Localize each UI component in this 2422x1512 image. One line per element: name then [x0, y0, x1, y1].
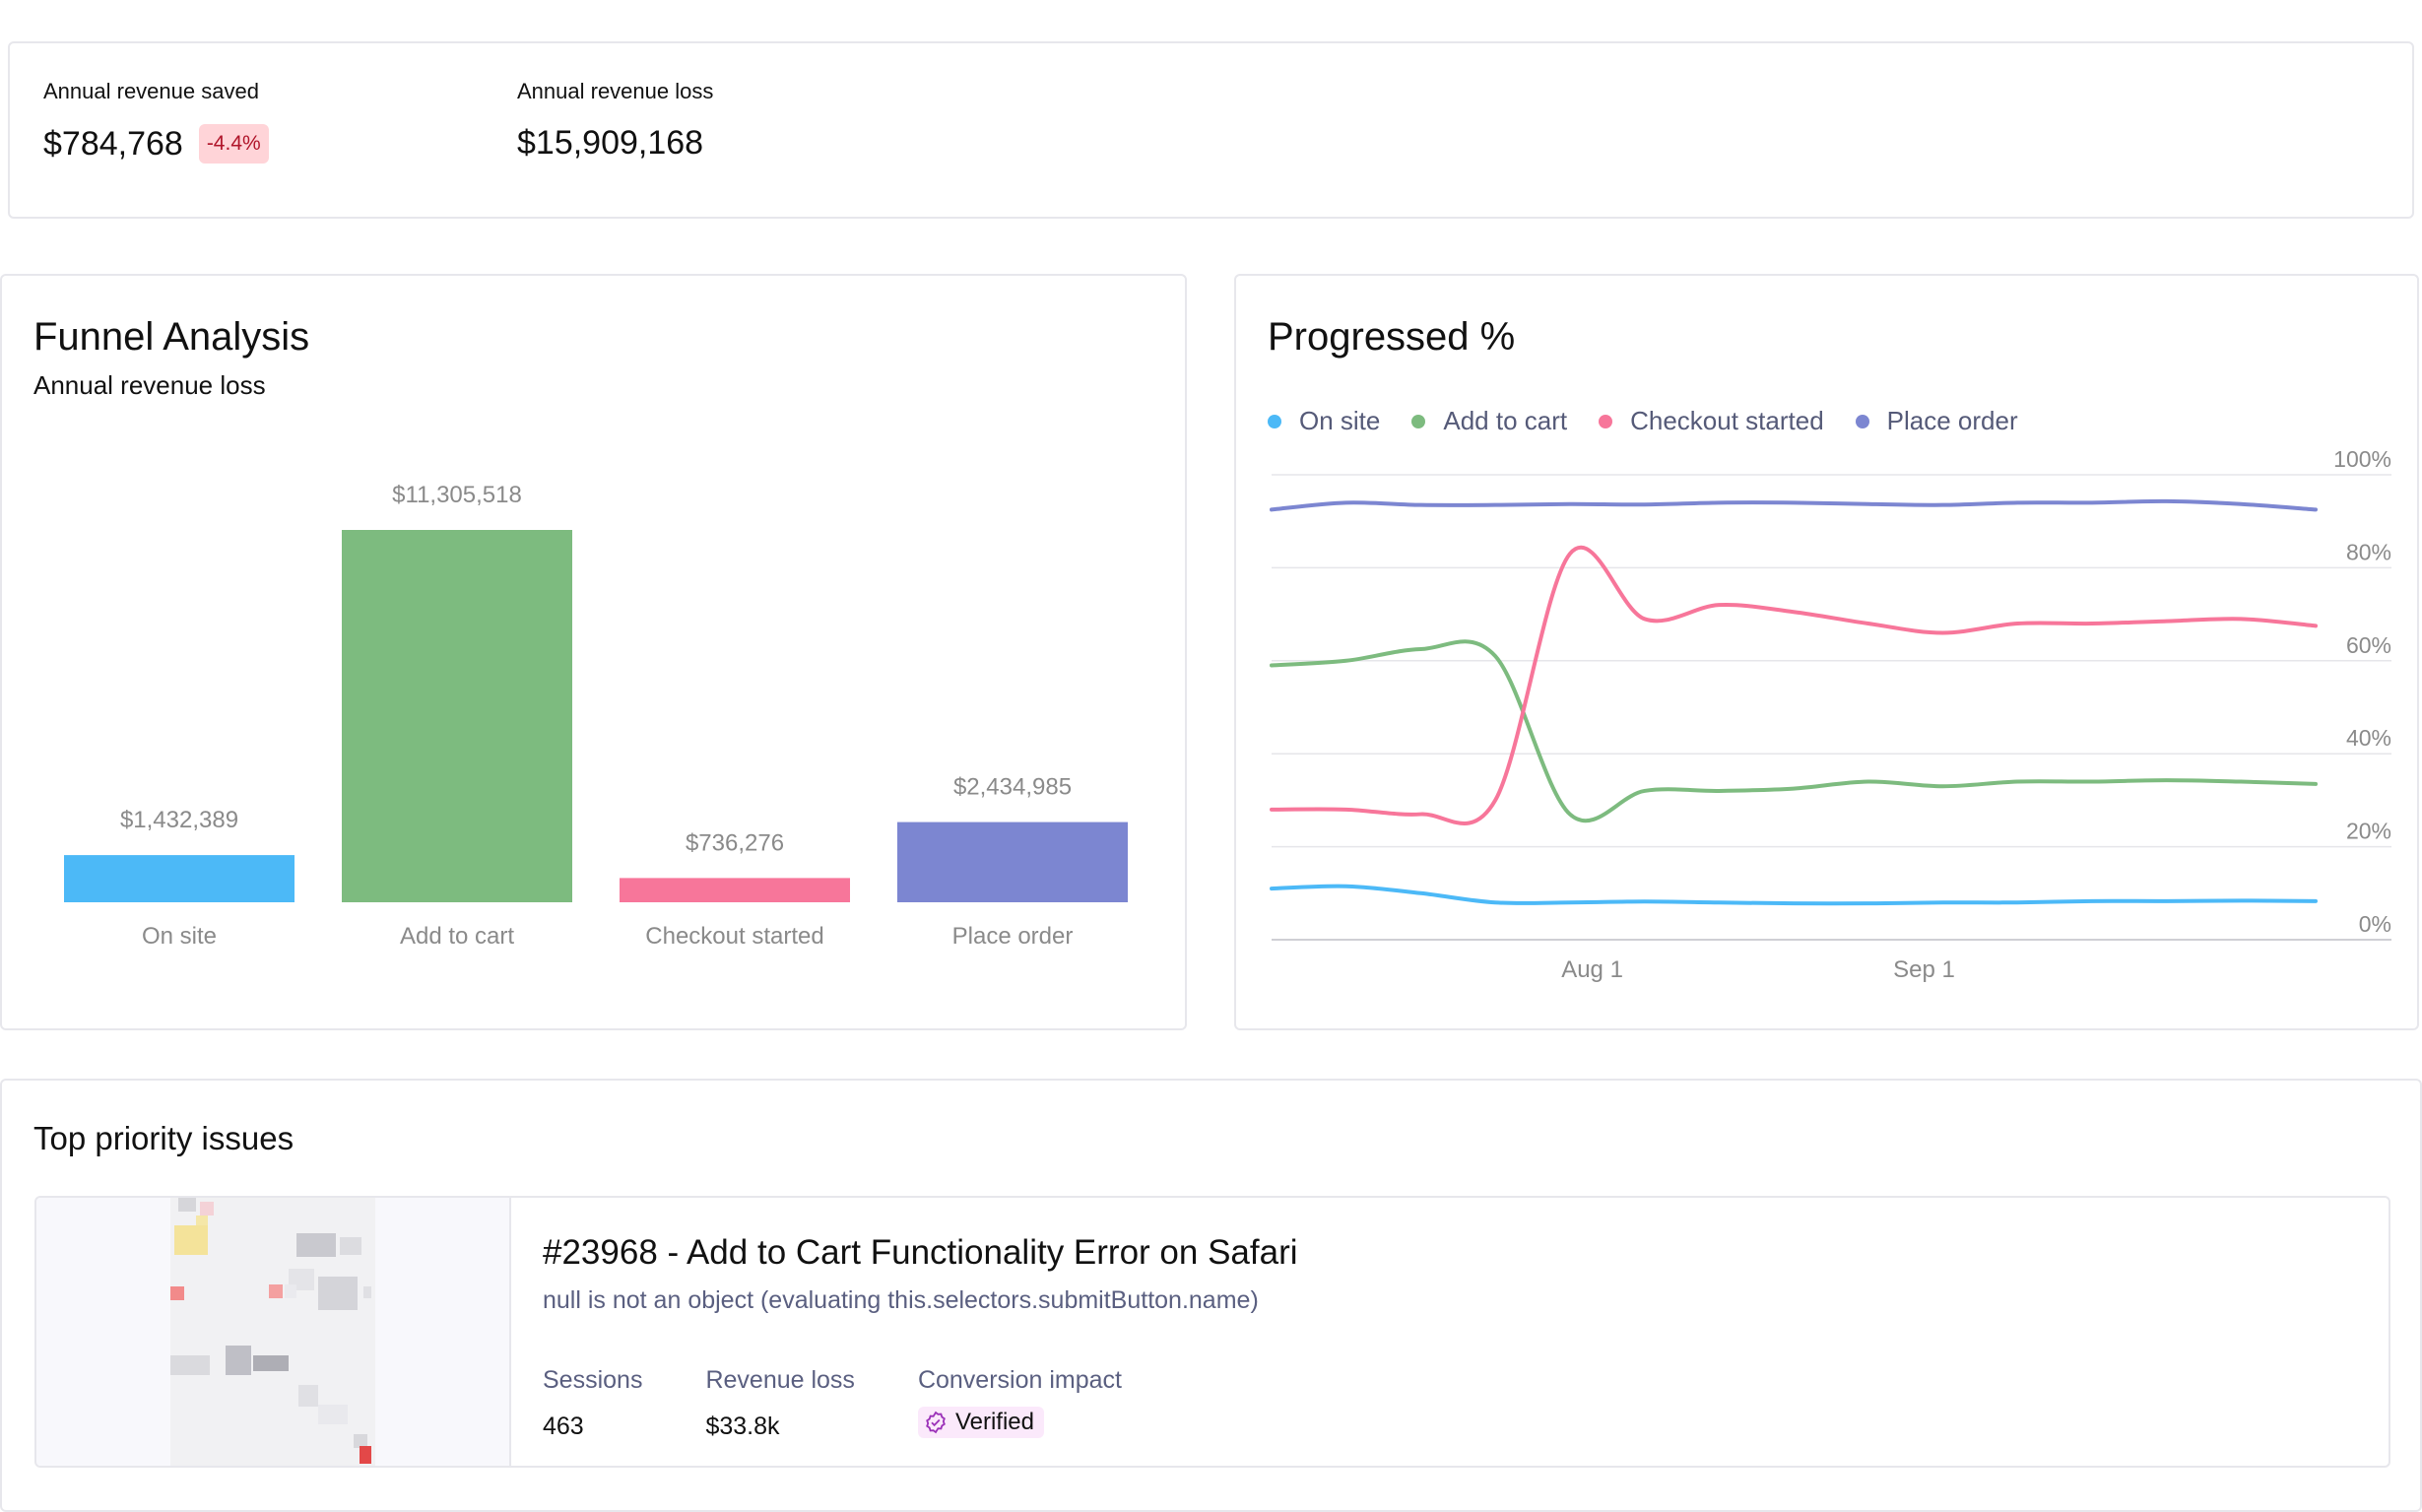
series-line-add-to-cart[interactable] — [1270, 639, 2318, 823]
thumb-block — [269, 1284, 283, 1298]
thumb-block — [340, 1237, 361, 1255]
funnel-analysis-card: Funnel Analysis Annual revenue loss $1,4… — [0, 274, 1187, 1030]
revenue-change-badge: -4.4% — [198, 124, 269, 164]
thumb-block — [200, 1202, 214, 1216]
series-line-checkout-started[interactable] — [1270, 545, 2318, 825]
metric-sessions: Sessions 463 — [543, 1366, 642, 1441]
bar-value-label: $2,434,985 — [953, 774, 1072, 801]
thumb-block — [298, 1385, 318, 1407]
thumb-block — [318, 1405, 348, 1424]
thumb-block — [226, 1346, 251, 1375]
thumb-block — [196, 1216, 208, 1225]
thumb-block — [174, 1225, 208, 1255]
bar-value-label: $736,276 — [686, 829, 784, 856]
funnel-title: Funnel Analysis — [33, 315, 310, 359]
top-issues-card: Top priority issues — [0, 1079, 2422, 1512]
revenue-saved-value-row: $784,768 -4.4% — [43, 124, 269, 164]
series-line-on-site[interactable] — [1270, 884, 2318, 906]
legend-dot — [1599, 414, 1613, 428]
thumbnail-page-preview — [170, 1198, 375, 1466]
metric-conversion-impact: Conversion impact Verified — [917, 1366, 1122, 1441]
chart-legend: On site Add to cart Checkout started Place … — [1268, 406, 2018, 436]
session-replay-thumbnail[interactable] — [36, 1198, 511, 1466]
revenue-saved-stat: Annual revenue saved $784,768 -4.4% — [43, 79, 269, 164]
thumb-block — [296, 1233, 336, 1257]
y-tick-label: 40% — [2346, 725, 2391, 751]
legend-label: Place order — [1886, 406, 2018, 435]
legend-label: Checkout started — [1630, 406, 1824, 435]
metric-sessions-label: Sessions — [543, 1366, 643, 1394]
x-tick-label: Aug 1 — [1561, 956, 1623, 983]
y-tick-label: 100% — [2333, 446, 2391, 472]
legend-dot — [1855, 414, 1869, 428]
issue-metrics: Sessions 463 Revenue loss $33.8k Convers… — [543, 1366, 1298, 1441]
revenue-loss-stat: Annual revenue loss $15,909,168 — [517, 79, 713, 163]
bar-value-label: $1,432,389 — [120, 807, 238, 833]
thumb-block — [178, 1198, 196, 1212]
progressed-card: Progressed % On site Add to cart Checkout … — [1234, 274, 2419, 1030]
series-line-place-order[interactable] — [1270, 498, 2318, 512]
thumb-block — [363, 1286, 371, 1298]
legend-dot — [1268, 414, 1281, 428]
revenue-loss-label: Annual revenue loss — [517, 79, 714, 103]
revenue-saved-label: Annual revenue saved — [43, 79, 259, 103]
legend-label: On site — [1299, 406, 1381, 435]
y-tick-label: 60% — [2346, 632, 2391, 658]
bar-value-label: $11,305,518 — [392, 482, 522, 508]
thumb-block — [170, 1355, 210, 1375]
bar-on-site[interactable] — [64, 855, 295, 902]
bar-category-label: Checkout started — [645, 923, 823, 950]
metric-revenue-loss: Revenue loss $33.8k — [705, 1366, 854, 1441]
bar-category-label: Place order — [952, 923, 1074, 950]
issues-title: Top priority issues — [33, 1120, 295, 1156]
metric-revenue-label: Revenue loss — [705, 1366, 855, 1394]
legend-item-checkout-started[interactable]: Checkout started — [1599, 406, 1824, 436]
bar-add-to-cart[interactable] — [342, 530, 572, 902]
revenue-loss-value: $15,909,168 — [517, 124, 704, 162]
legend-dot — [1411, 414, 1426, 428]
progressed-line-chart: 0% 20% 40% 60% 80% 100% Aug 1 Sep 1 — [1270, 446, 2391, 983]
funnel-subtitle: Annual revenue loss — [33, 370, 266, 400]
bar-place-order[interactable] — [897, 822, 1128, 902]
bar-category-label: Add to cart — [400, 923, 514, 950]
metric-impact-label: Conversion impact — [917, 1366, 1122, 1394]
revenue-summary-card: Annual revenue saved $784,768 -4.4% Annu… — [8, 41, 2414, 219]
legend-item-place-order[interactable]: Place order — [1855, 406, 2018, 436]
legend-item-on-site[interactable]: On site — [1268, 406, 1380, 436]
thumb-block — [253, 1355, 289, 1371]
thumb-block — [318, 1277, 358, 1310]
progressed-title: Progressed % — [1268, 315, 1516, 359]
thumb-block — [360, 1446, 371, 1464]
legend-label: Add to cart — [1443, 406, 1568, 435]
metric-sessions-value: 463 — [543, 1413, 584, 1440]
thumb-block — [354, 1434, 367, 1448]
y-tick-label: 80% — [2346, 539, 2391, 564]
verified-badge: Verified — [917, 1407, 1044, 1438]
verified-icon — [926, 1411, 946, 1434]
y-tick-label: 0% — [2359, 911, 2391, 937]
bar-checkout-started[interactable] — [620, 878, 850, 902]
thumb-block — [170, 1286, 184, 1300]
x-tick-label: Sep 1 — [1893, 956, 1955, 983]
legend-item-add-to-cart[interactable]: Add to cart — [1411, 406, 1567, 436]
issue-item[interactable]: #23968 - Add to Cart Functionality Error… — [34, 1196, 2390, 1468]
revenue-saved-value: $784,768 — [43, 124, 183, 163]
thumb-block — [285, 1284, 296, 1298]
issue-details: #23968 - Add to Cart Functionality Error… — [543, 1233, 1298, 1441]
y-tick-label: 20% — [2346, 819, 2391, 844]
bar-category-label: On site — [142, 923, 217, 950]
issue-error-message: null is not an object (evaluating this.s… — [543, 1286, 1259, 1314]
metric-revenue-value: $33.8k — [705, 1413, 780, 1440]
funnel-bar-chart: $1,432,389 On site $11,305,518 Add to cart $… — [64, 482, 1128, 950]
issue-title[interactable]: #23968 - Add to Cart Functionality Error… — [543, 1233, 1298, 1272]
verified-label: Verified — [954, 1409, 1034, 1435]
